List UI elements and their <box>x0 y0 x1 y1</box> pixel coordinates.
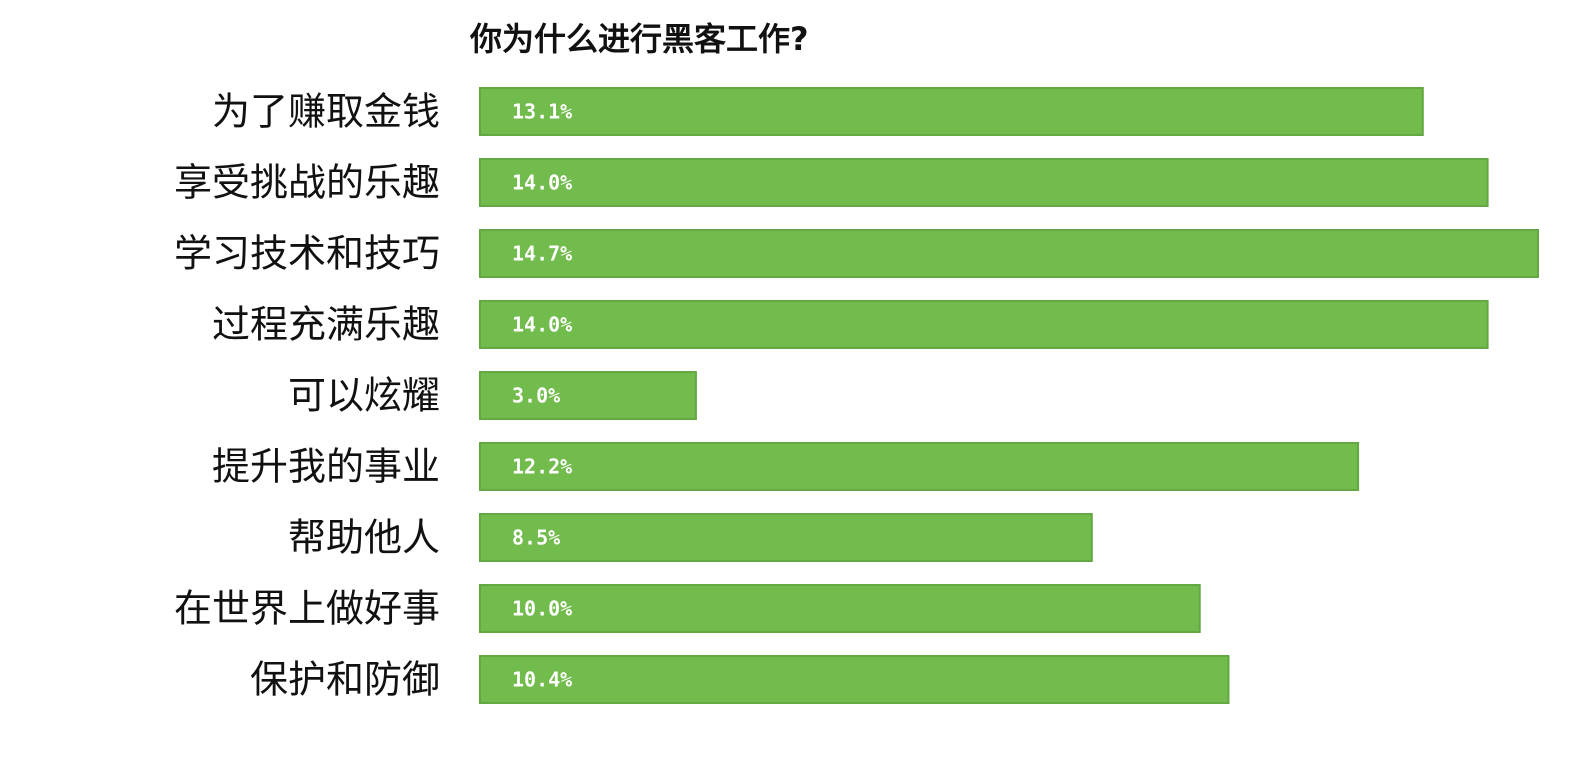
category-label: 可以炫耀 <box>288 374 440 418</box>
category-label: 享受挑战的乐趣 <box>174 161 440 205</box>
category-label: 帮助他人 <box>288 516 440 560</box>
data-label: 14.0% <box>512 171 572 195</box>
category-label: 学习技术和技巧 <box>174 232 440 276</box>
category-label: 在世界上做好事 <box>174 587 440 631</box>
bar <box>479 584 1201 633</box>
data-label: 14.0% <box>512 313 572 337</box>
bar <box>479 87 1424 136</box>
bars-layer: 为了赚取金钱 13.1% 享受挑战的乐趣 14.0% 学习技术和技巧 14.7% 过程充满乐… <box>174 87 1539 704</box>
data-label: 10.4% <box>512 668 572 692</box>
bar <box>479 513 1093 562</box>
data-label: 10.0% <box>512 597 572 621</box>
bar <box>479 229 1539 278</box>
bar <box>479 158 1489 207</box>
chart-title: 你为什么进行黑客工作? <box>469 20 809 58</box>
category-label: 过程充满乐趣 <box>212 303 440 347</box>
data-label: 8.5% <box>512 526 560 550</box>
category-label: 保护和防御 <box>250 658 440 702</box>
data-label: 14.7% <box>512 242 572 266</box>
bar <box>479 442 1360 491</box>
bar <box>479 371 697 420</box>
data-label: 13.1% <box>512 100 572 124</box>
data-label: 12.2% <box>512 455 572 479</box>
category-label: 提升我的事业 <box>212 445 440 489</box>
category-label: 为了赚取金钱 <box>212 90 440 134</box>
bar <box>479 300 1489 349</box>
bar <box>479 655 1230 704</box>
data-label: 3.0% <box>512 384 560 408</box>
